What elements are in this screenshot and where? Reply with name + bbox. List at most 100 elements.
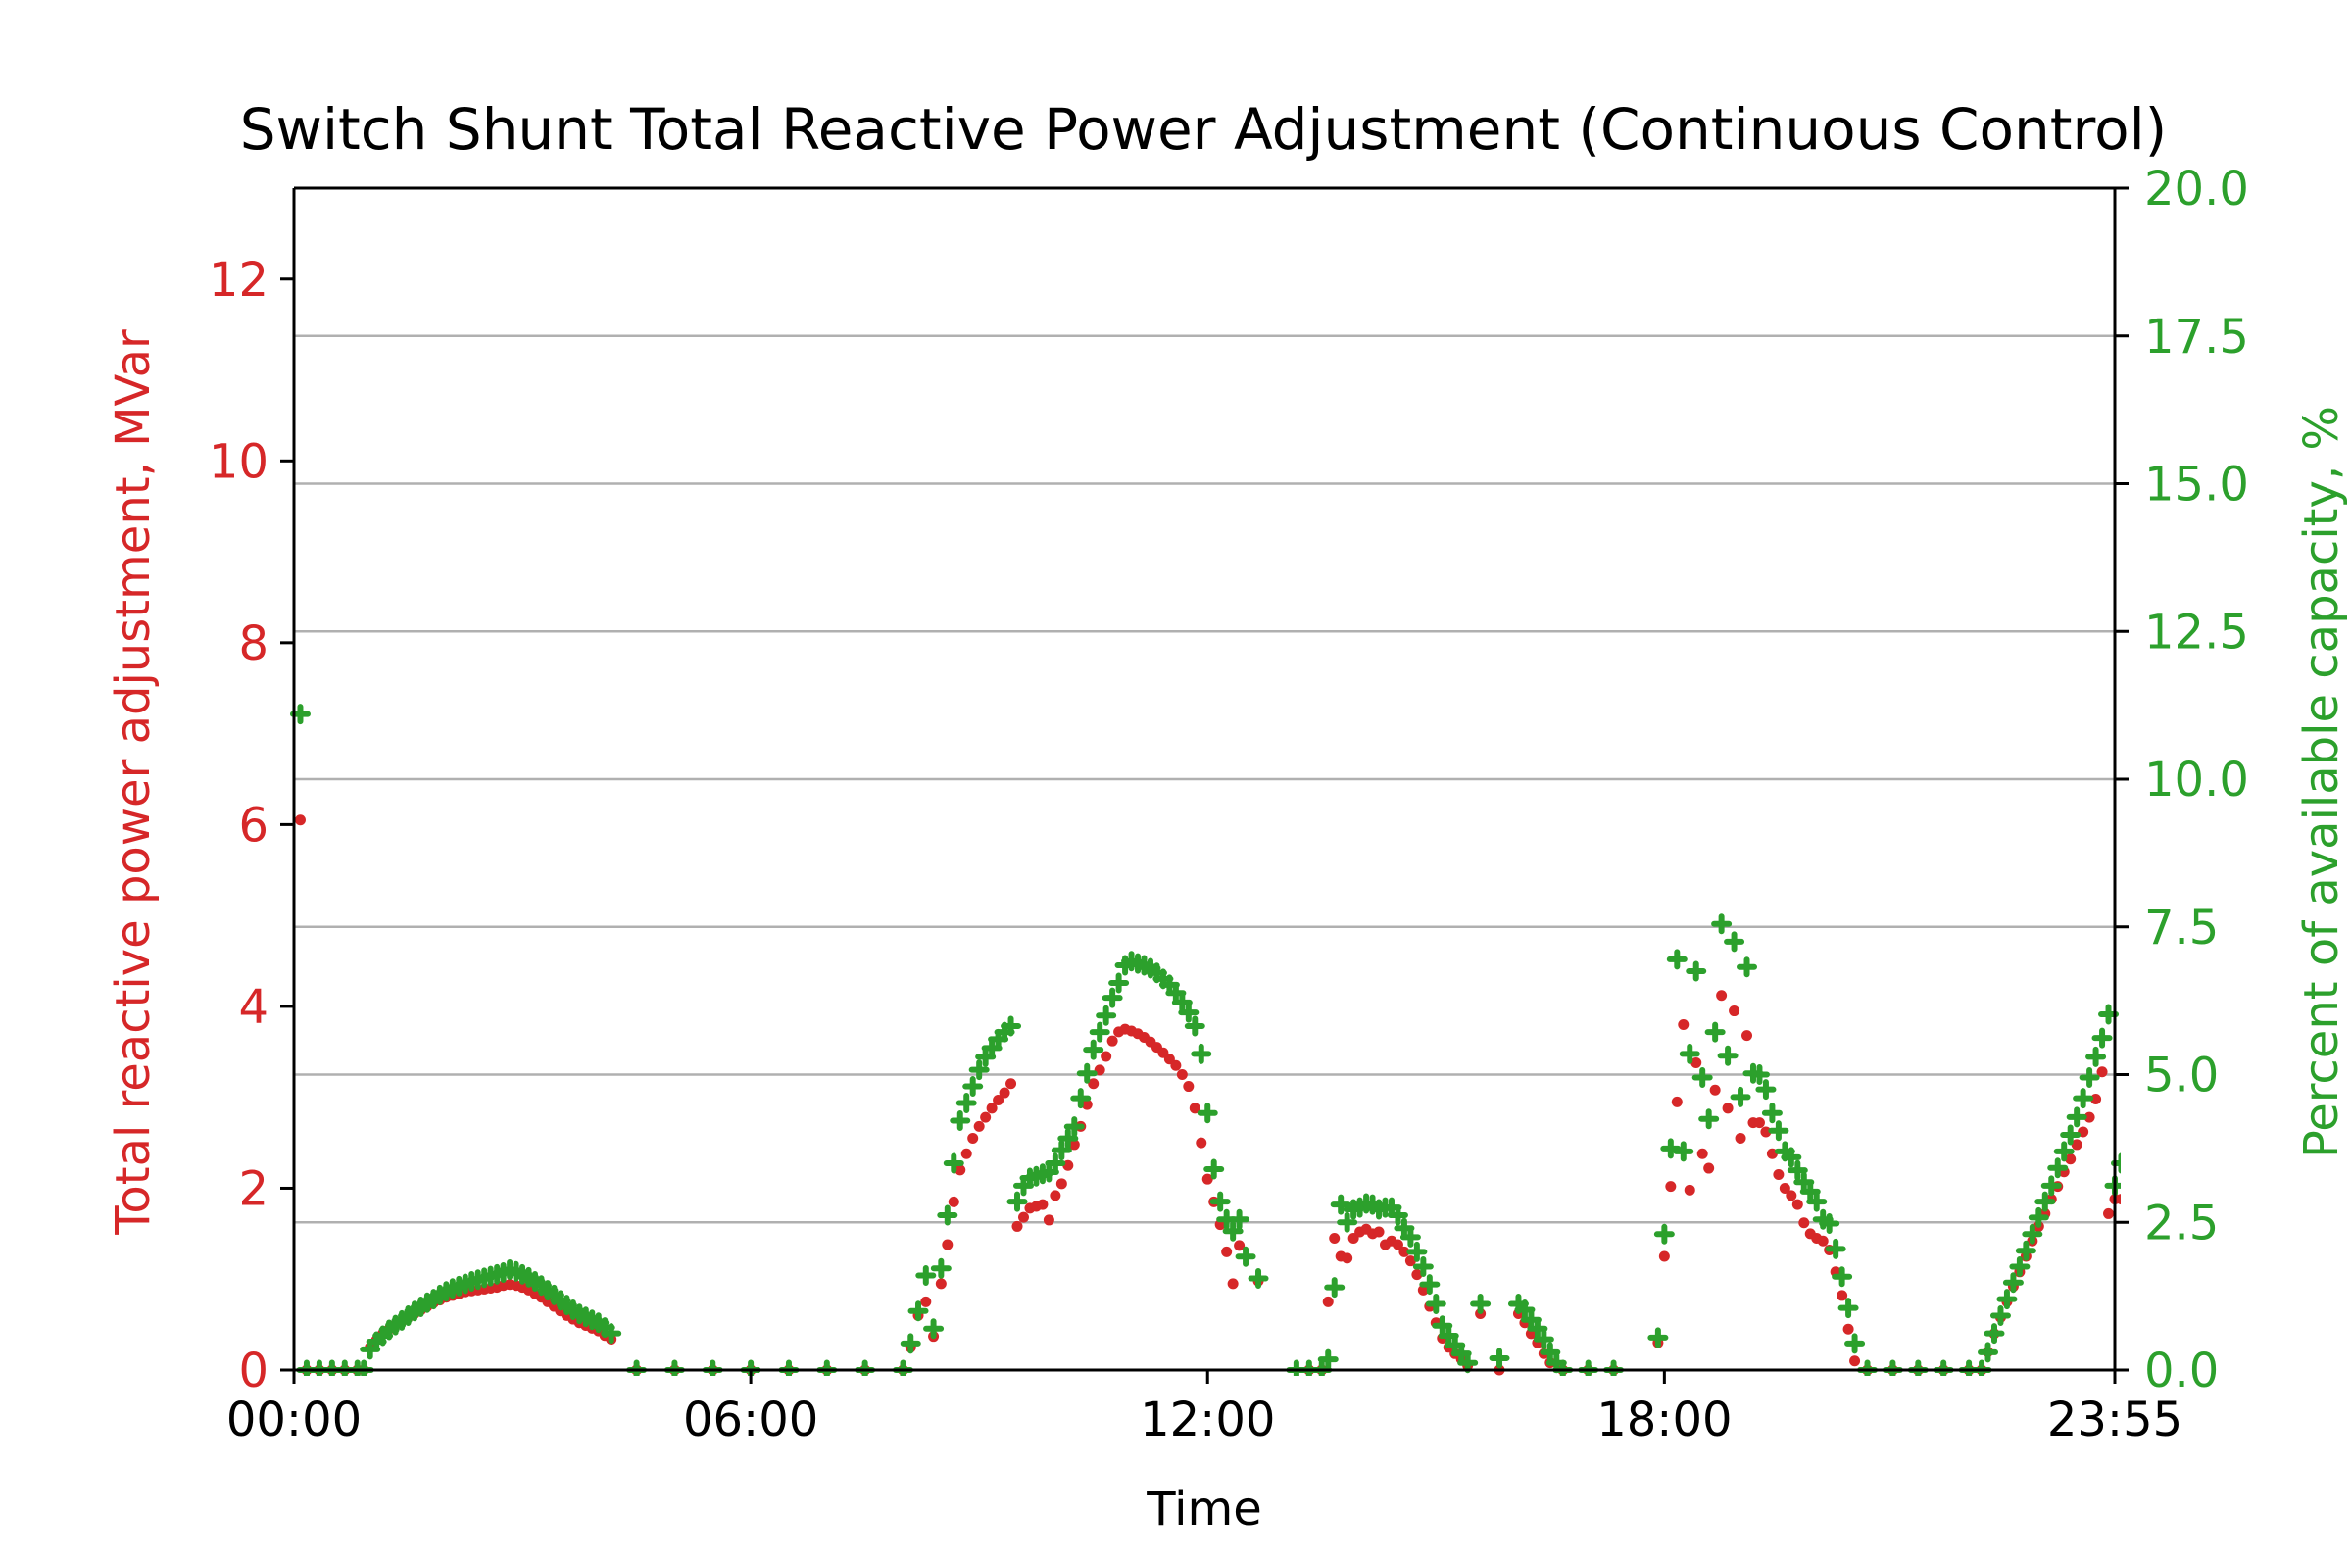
data-point-percent xyxy=(1748,1064,1770,1085)
y-axis-left-label: Total reactive power adjustment, MVar xyxy=(106,329,161,1236)
data-point-percent xyxy=(1006,1191,1028,1212)
data-point-percent xyxy=(1755,1079,1777,1101)
data-point-mvar xyxy=(1773,1169,1785,1181)
data-point-mvar xyxy=(1709,1084,1721,1096)
data-point-mvar xyxy=(1404,1255,1416,1267)
y-left-tick-label: 10 xyxy=(209,434,269,489)
data-point-percent xyxy=(1001,1015,1022,1037)
y-right-tick-label: 17.5 xyxy=(2144,310,2249,365)
data-point-mvar xyxy=(2103,1207,2115,1219)
data-point-percent xyxy=(1711,913,1733,935)
y-left-tick-label: 4 xyxy=(238,980,269,1035)
data-point-percent xyxy=(2009,1255,2031,1277)
data-point-mvar xyxy=(1837,1290,1848,1301)
data-point-percent xyxy=(2034,1191,2056,1212)
data-point-mvar xyxy=(942,1239,954,1250)
y-left-tick-label: 6 xyxy=(238,798,269,853)
data-point-mvar xyxy=(1398,1246,1410,1257)
data-point-mvar xyxy=(967,1132,979,1144)
data-point-percent xyxy=(1057,1128,1079,1150)
data-point-percent xyxy=(1761,1102,1783,1124)
data-point-percent xyxy=(1191,1043,1212,1064)
x-tick-label: 18:00 xyxy=(1596,1393,1732,1447)
y-left-tick-label: 0 xyxy=(238,1344,269,1398)
data-point-mvar xyxy=(1170,1059,1182,1071)
data-point-percent xyxy=(1406,1241,1428,1262)
data-point-percent xyxy=(2047,1157,2069,1179)
data-point-percent xyxy=(1178,1002,1200,1023)
data-point-percent xyxy=(1324,1277,1346,1298)
data-point-percent xyxy=(1089,1021,1110,1043)
data-point-percent xyxy=(915,1265,937,1287)
data-point-percent xyxy=(1514,1298,1536,1320)
data-point-percent xyxy=(1419,1274,1441,1296)
data-point-percent xyxy=(1653,1223,1675,1245)
data-point-percent xyxy=(1838,1298,1859,1319)
data-point-percent xyxy=(2073,1088,2094,1109)
data-point-percent xyxy=(1666,949,1688,970)
data-point-percent xyxy=(1704,1021,1726,1043)
data-point-mvar xyxy=(2083,1111,2095,1123)
data-point-percent xyxy=(601,1323,622,1345)
y-left-tick-label: 12 xyxy=(209,253,269,308)
data-point-mvar xyxy=(999,1087,1010,1099)
data-point-mvar xyxy=(935,1278,947,1290)
data-point-percent xyxy=(2085,1046,2107,1067)
data-point-percent xyxy=(1647,1327,1669,1348)
y-left-tick-label: 2 xyxy=(238,1161,269,1216)
data-point-mvar xyxy=(1196,1137,1207,1149)
data-point-mvar xyxy=(1703,1162,1715,1174)
data-point-percent xyxy=(930,1257,952,1279)
data-point-percent xyxy=(1425,1293,1446,1314)
data-point-mvar xyxy=(1411,1269,1423,1281)
data-point-percent xyxy=(1083,1039,1104,1060)
data-point-percent xyxy=(2002,1272,2024,1294)
data-point-mvar xyxy=(1735,1132,1746,1144)
data-point-mvar xyxy=(955,1164,966,1176)
x-axis-label: Time xyxy=(1146,1482,1261,1537)
data-point-percent xyxy=(1203,1158,1225,1180)
data-point-percent xyxy=(1102,987,1123,1008)
data-point-mvar xyxy=(1322,1296,1334,1307)
data-point-mvar xyxy=(1011,1220,1023,1232)
data-point-mvar xyxy=(1342,1252,1353,1264)
data-point-percent xyxy=(1330,1194,1351,1215)
data-point-mvar xyxy=(973,1120,985,1132)
data-point-mvar xyxy=(1791,1199,1803,1210)
data-point-mvar xyxy=(986,1102,998,1114)
data-point-mvar xyxy=(1722,1102,1734,1114)
data-point-percent xyxy=(1717,1045,1739,1066)
y-right-tick-label: 0.0 xyxy=(2144,1344,2219,1398)
data-point-percent xyxy=(1673,1141,1694,1162)
data-point-mvar xyxy=(920,1296,932,1307)
data-point-mvar xyxy=(1741,1030,1753,1042)
data-point-mvar xyxy=(1050,1190,1061,1201)
data-point-percent xyxy=(1730,1086,1751,1107)
data-point-mvar xyxy=(1221,1246,1233,1257)
data-point-mvar xyxy=(1106,1035,1118,1047)
data-point-percent xyxy=(2091,1027,2113,1049)
data-point-mvar xyxy=(2071,1139,2082,1151)
data-point-percent xyxy=(1989,1305,2011,1327)
data-point-mvar xyxy=(1043,1214,1054,1226)
y-right-tick-label: 15.0 xyxy=(2144,458,2249,513)
data-point-percent xyxy=(1457,1352,1479,1374)
y-axis-right-label: Percent of available capacity, % xyxy=(2294,406,2349,1158)
data-point-percent xyxy=(1045,1152,1066,1174)
data-point-percent xyxy=(900,1333,921,1354)
data-point-percent xyxy=(1787,1159,1808,1181)
y-right-tick-label: 5.0 xyxy=(2144,1049,2219,1103)
data-point-mvar xyxy=(1684,1184,1695,1196)
data-point-mvar xyxy=(1088,1078,1100,1090)
data-point-mvar xyxy=(294,814,306,826)
x-tick-label: 00:00 xyxy=(226,1393,362,1447)
data-point-mvar xyxy=(1786,1190,1797,1201)
data-point-percent xyxy=(1978,1342,1999,1363)
data-point-percent xyxy=(2079,1067,2100,1089)
x-tick-label: 12:00 xyxy=(1140,1393,1275,1447)
data-point-mvar xyxy=(1183,1081,1195,1093)
y-right-tick-label: 10.0 xyxy=(2144,753,2249,808)
data-point-mvar xyxy=(1753,1117,1765,1129)
data-point-percent xyxy=(1691,1067,1713,1089)
